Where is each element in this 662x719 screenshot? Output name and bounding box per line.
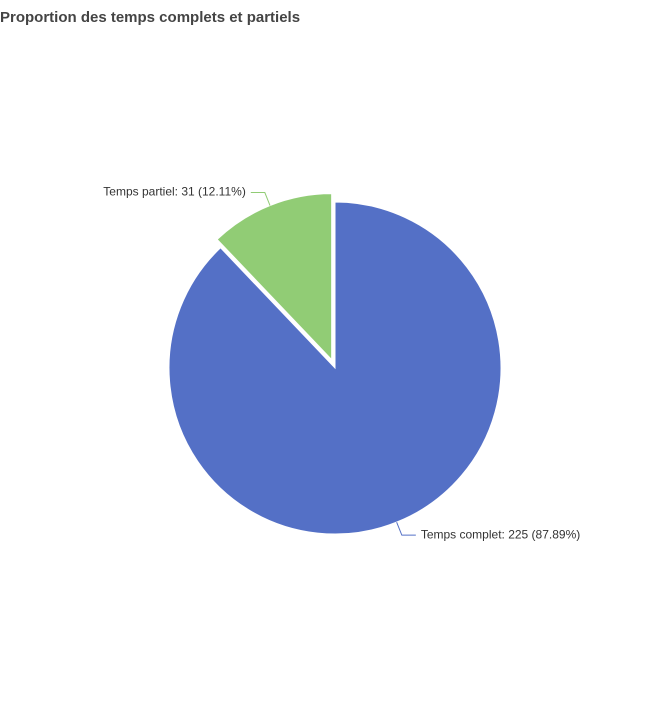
pie-slice-temps-complet[interactable] [168, 201, 502, 535]
pie-label: Temps partiel: 31 (12.11%) [103, 185, 246, 199]
pie-label: Temps complet: 225 (87.89%) [421, 527, 580, 541]
pie-leader-line [250, 192, 271, 206]
pie-leader-line [396, 521, 416, 536]
pie-leader-lines [250, 192, 416, 536]
chart-title: Proportion des temps complets et partiel… [0, 9, 301, 26]
pie-slices [168, 193, 502, 535]
pie-labels: Temps complet: 225 (87.89%) Temps partiel… [103, 185, 580, 542]
